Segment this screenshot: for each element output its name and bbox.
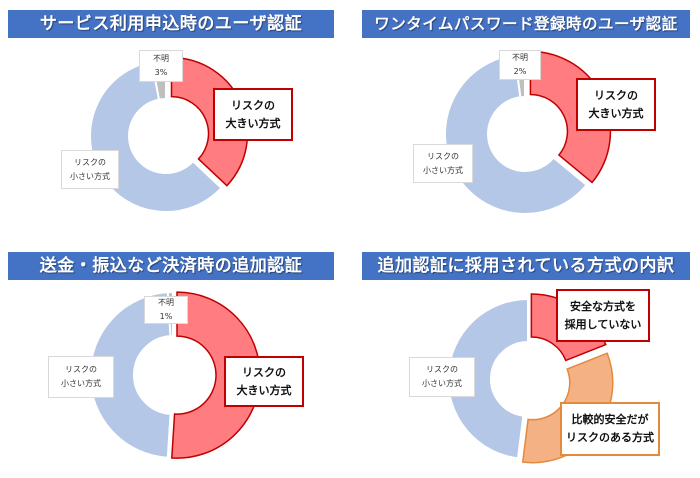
donut-slice [447,297,529,460]
donut-slice [89,60,223,213]
label-unknown: 不明 2% [499,50,541,80]
label-unknown: 不明 3% [139,50,183,82]
donut-slice [170,291,261,459]
donut-chart [89,56,249,213]
label-low-risk: リスクの 小さい方式 [61,150,119,189]
label-not-secure: 安全な方式を 採用していない [556,289,650,342]
label-unknown: 不明 1% [144,296,188,324]
chart-panel-otp-registration: ワンタイムパスワード登録時のユーザ認証 不明 2% リスクの 大きい方式 リスク… [350,0,700,238]
label-low-risk: リスクの 小さい方式 [409,357,475,397]
donut-chart [89,290,261,459]
label-moderate-risk: 比較的安全だが リスクのある方式 [560,402,660,456]
donut-slice [444,53,589,215]
chart-panel-method-breakdown: 追加認証に採用されている方式の内訳 安全な方式を 採用していない 比較的安全だが… [350,240,700,478]
label-high-risk: リスクの 大きい方式 [576,78,656,131]
label-high-risk: リスクの 大きい方式 [213,88,293,141]
label-high-risk: リスクの 大きい方式 [224,356,304,407]
chart-title: 送金・振込など決済時の追加認証 [8,252,334,280]
chart-panel-service-signup: サービス利用申込時のユーザ認証 不明 3% リスクの 大きい方式 リスクの 小さ… [0,0,350,238]
chart-panel-payment-auth: 送金・振込など決済時の追加認証 不明 1% リスクの 大きい方式 リスクの 小さ… [0,240,350,478]
label-low-risk: リスクの 小さい方式 [48,356,114,398]
label-low-risk: リスクの 小さい方式 [413,144,473,183]
chart-title: サービス利用申込時のユーザ認証 [8,10,334,38]
chart-title: ワンタイムパスワード登録時のユーザ認証 [362,10,690,38]
chart-title: 追加認証に採用されている方式の内訳 [362,252,690,280]
